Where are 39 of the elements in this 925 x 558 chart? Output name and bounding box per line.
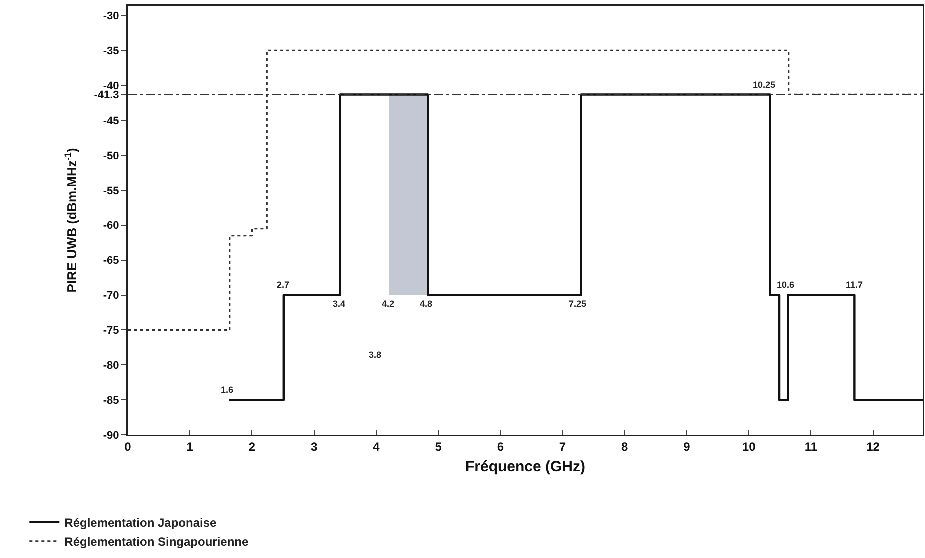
y-tick-label: -30	[103, 10, 120, 23]
x-tick-label: 7	[559, 440, 566, 454]
annotation: 11.7	[846, 280, 864, 290]
y-tick-label: -41.3	[94, 90, 120, 102]
annotation: 3.8	[369, 350, 382, 360]
y-tick-label: -85	[103, 394, 120, 407]
x-tick-label: 2	[248, 440, 256, 454]
y-tick-label: -90	[103, 430, 120, 442]
y-tick-label: -65	[103, 255, 120, 268]
y-tick-label: -45	[103, 115, 120, 128]
x-tick-label: 4	[373, 440, 380, 454]
x-tick-label: 3	[310, 440, 318, 454]
y-tick-label: -35	[103, 46, 120, 58]
x-tick-label: 12	[866, 440, 880, 454]
y-tick-label: -60	[103, 220, 120, 232]
annotation: 1.6	[221, 385, 234, 395]
x-tick-label: 11	[804, 440, 818, 454]
annotation: 7.25	[569, 299, 587, 309]
annotation: 4.8	[420, 299, 433, 309]
x-tick-label: 9	[684, 440, 691, 454]
annotation: 10.6	[777, 280, 795, 290]
x-tick-label: 10	[742, 440, 756, 454]
x-tick-label: 0	[124, 440, 132, 454]
x-tick-label: 5	[435, 440, 442, 454]
y-tick-label: -75	[103, 325, 120, 338]
x-tick-label: 6	[497, 440, 504, 454]
annotation: 3.4	[333, 299, 346, 309]
y-tick-label: -55	[103, 185, 120, 198]
annotation: 4.2	[382, 299, 395, 309]
annotation: 10.25	[753, 80, 776, 90]
x-tick-label: 8	[622, 440, 629, 454]
legend-label: Réglementation Japonaise	[64, 516, 218, 530]
annotation: 2.7	[277, 280, 290, 290]
legend-label: Réglementation Singapourienne	[64, 535, 249, 550]
y-tick-label: -80	[103, 360, 120, 372]
y-tick-label: -50	[103, 150, 120, 162]
y-tick-label: -70	[103, 290, 120, 302]
x-tick-label: 1	[186, 440, 194, 454]
x-axis-title: Fréquence (GHz)	[465, 458, 586, 476]
